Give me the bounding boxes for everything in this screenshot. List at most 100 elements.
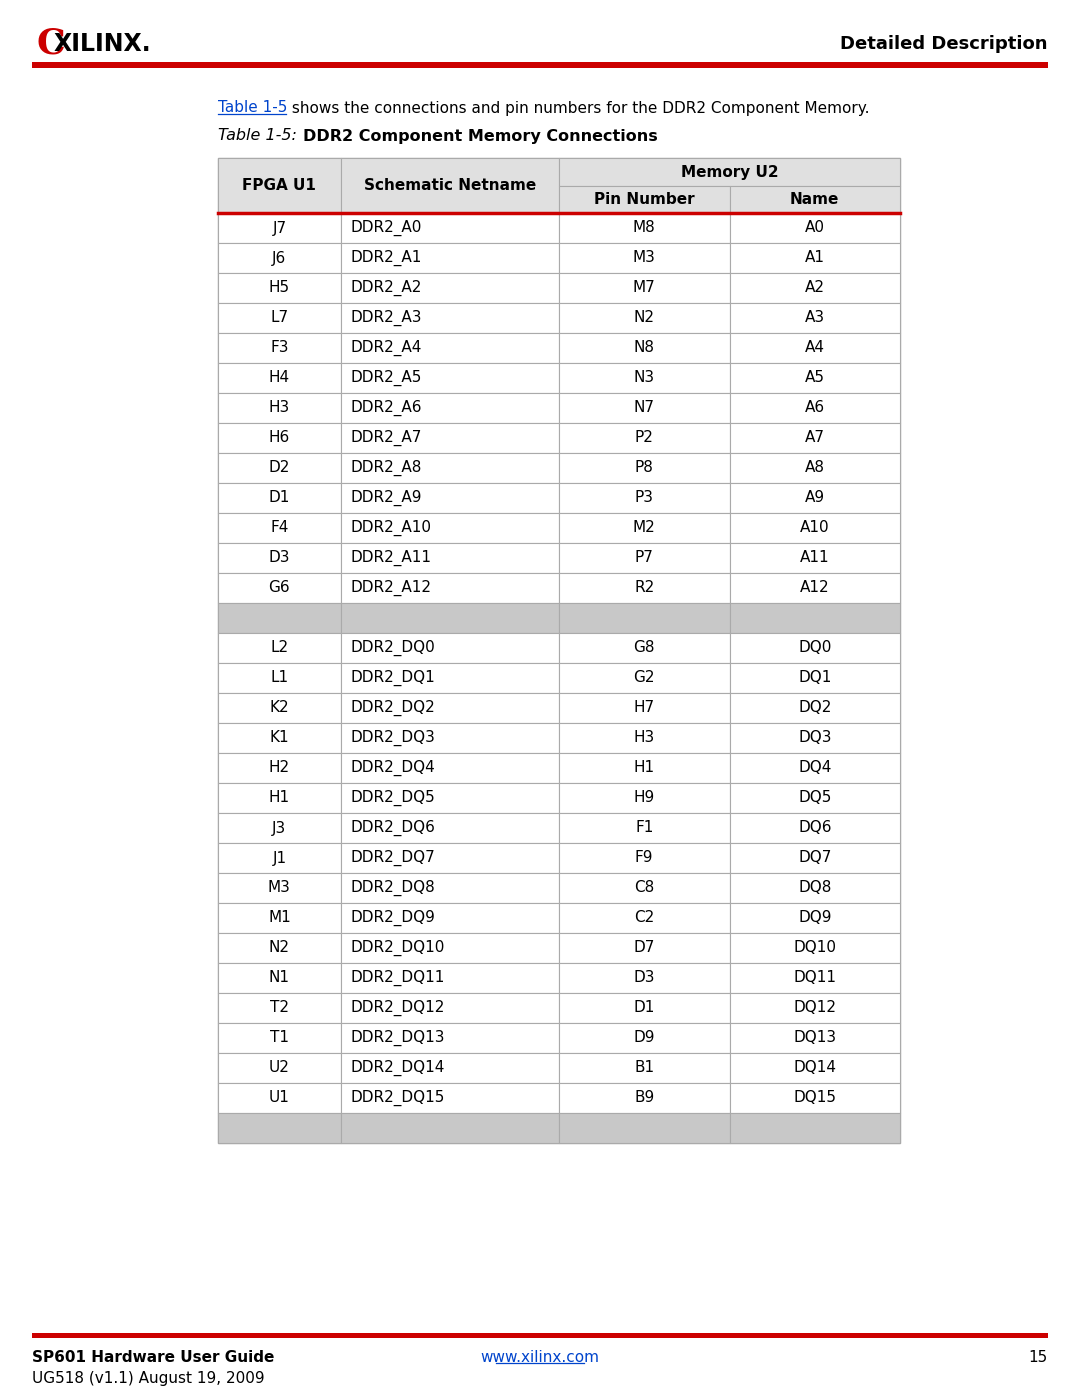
Bar: [559, 782, 729, 813]
Bar: [341, 158, 559, 212]
Bar: [559, 993, 729, 1023]
Bar: [218, 782, 341, 813]
Text: H3: H3: [269, 401, 291, 415]
Bar: [341, 604, 559, 633]
Text: DDR2_A5: DDR2_A5: [351, 370, 422, 386]
Text: F9: F9: [635, 851, 653, 866]
Text: DDR2_DQ6: DDR2_DQ6: [351, 820, 435, 835]
Text: DQ5: DQ5: [798, 791, 832, 806]
Bar: [729, 782, 900, 813]
Text: R2: R2: [634, 581, 654, 595]
Text: H1: H1: [634, 760, 654, 775]
Text: DDR2_DQ15: DDR2_DQ15: [351, 1090, 445, 1106]
Bar: [729, 453, 900, 483]
Text: DQ12: DQ12: [793, 1000, 836, 1016]
Bar: [341, 813, 559, 842]
Text: A0: A0: [805, 221, 825, 236]
Bar: [341, 332, 559, 363]
Text: C: C: [36, 27, 65, 61]
Text: DDR2_DQ2: DDR2_DQ2: [351, 700, 435, 717]
Text: DQ13: DQ13: [793, 1031, 836, 1045]
Bar: [341, 513, 559, 543]
Bar: [559, 453, 729, 483]
Bar: [218, 303, 341, 332]
Text: C8: C8: [634, 880, 654, 895]
Bar: [341, 303, 559, 332]
Bar: [341, 753, 559, 782]
Text: M7: M7: [633, 281, 656, 296]
Text: D3: D3: [634, 971, 654, 985]
Bar: [341, 664, 559, 693]
Bar: [729, 332, 900, 363]
Bar: [559, 243, 729, 272]
Text: DDR2_DQ8: DDR2_DQ8: [351, 880, 435, 895]
Text: J6: J6: [272, 250, 286, 265]
Bar: [559, 724, 729, 753]
Bar: [218, 212, 341, 243]
Text: Name: Name: [791, 191, 839, 207]
Text: M2: M2: [633, 521, 656, 535]
Text: H7: H7: [634, 700, 654, 715]
Bar: [341, 423, 559, 453]
Bar: [341, 873, 559, 902]
Bar: [559, 842, 729, 873]
Text: DDR2_DQ9: DDR2_DQ9: [351, 909, 435, 926]
Text: D9: D9: [634, 1031, 654, 1045]
Text: N2: N2: [634, 310, 654, 326]
Bar: [341, 993, 559, 1023]
Text: K1: K1: [270, 731, 289, 746]
Bar: [729, 573, 900, 604]
Bar: [559, 158, 900, 186]
Bar: [218, 1113, 341, 1143]
Text: L1: L1: [270, 671, 288, 686]
Bar: [559, 1113, 729, 1143]
Text: Table 1-5:: Table 1-5:: [218, 129, 307, 144]
Text: Detailed Description: Detailed Description: [839, 35, 1047, 53]
Text: D7: D7: [634, 940, 654, 956]
Text: DQ9: DQ9: [798, 911, 832, 925]
Text: Table 1-5: Table 1-5: [218, 101, 287, 116]
Bar: [218, 158, 900, 1143]
Bar: [559, 483, 729, 513]
Bar: [341, 272, 559, 303]
Text: P7: P7: [635, 550, 653, 566]
Text: K2: K2: [270, 700, 289, 715]
Bar: [218, 272, 341, 303]
Bar: [729, 393, 900, 423]
Text: L2: L2: [270, 640, 288, 655]
Bar: [729, 243, 900, 272]
Bar: [729, 303, 900, 332]
Text: U2: U2: [269, 1060, 289, 1076]
Bar: [729, 993, 900, 1023]
Bar: [341, 363, 559, 393]
Bar: [559, 272, 729, 303]
Bar: [729, 1113, 900, 1143]
Bar: [559, 186, 729, 212]
Text: H4: H4: [269, 370, 289, 386]
Bar: [559, 1083, 729, 1113]
Bar: [729, 753, 900, 782]
Bar: [729, 873, 900, 902]
Bar: [218, 633, 341, 664]
Text: XILINX.: XILINX.: [54, 32, 151, 56]
Text: H5: H5: [269, 281, 289, 296]
Bar: [218, 513, 341, 543]
Bar: [559, 664, 729, 693]
Text: B9: B9: [634, 1091, 654, 1105]
Text: DDR2_DQ11: DDR2_DQ11: [351, 970, 445, 986]
Text: DDR2_DQ7: DDR2_DQ7: [351, 849, 435, 866]
Text: N2: N2: [269, 940, 289, 956]
Bar: [559, 633, 729, 664]
Bar: [729, 604, 900, 633]
Bar: [729, 363, 900, 393]
Text: DDR2_A4: DDR2_A4: [351, 339, 422, 356]
Text: A8: A8: [805, 461, 825, 475]
Bar: [218, 933, 341, 963]
Bar: [32, 61, 1048, 68]
Bar: [341, 933, 559, 963]
Text: P3: P3: [635, 490, 653, 506]
Bar: [341, 1083, 559, 1113]
Bar: [218, 363, 341, 393]
Text: 15: 15: [1029, 1351, 1048, 1365]
Bar: [559, 813, 729, 842]
